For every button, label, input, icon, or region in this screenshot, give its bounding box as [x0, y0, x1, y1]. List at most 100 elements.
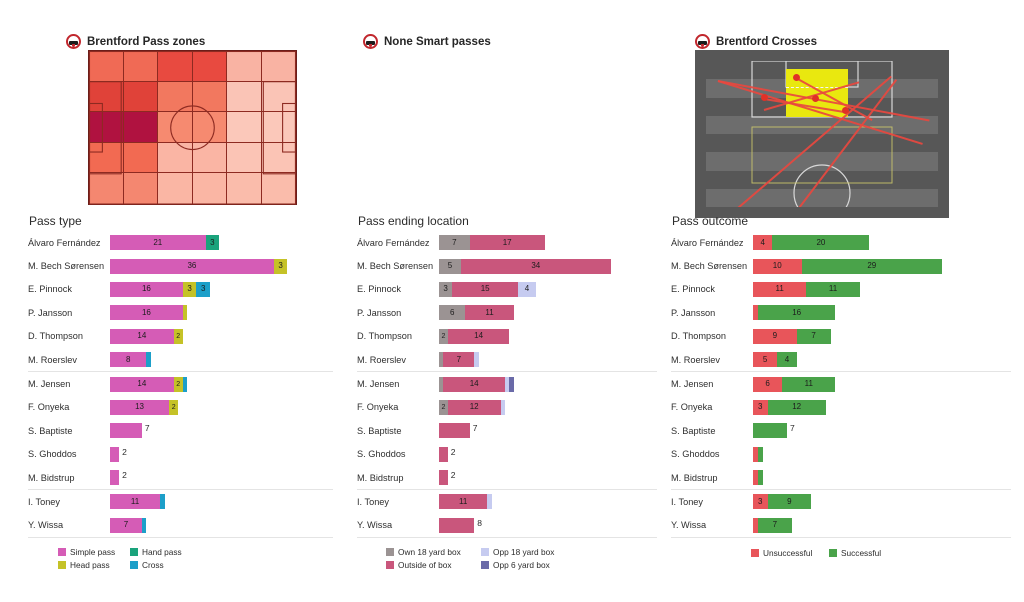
stacked-bar[interactable]: 14 2: [110, 328, 183, 344]
bar-segment[interactable]: [439, 423, 470, 439]
bar-segment[interactable]: [487, 494, 492, 510]
bar-segment[interactable]: 3: [205, 235, 220, 251]
stacked-bar[interactable]: 14 2: [110, 376, 188, 392]
bar-segment[interactable]: [110, 470, 120, 486]
bar-segment[interactable]: [753, 446, 758, 462]
bar-segment[interactable]: [474, 352, 479, 368]
bar-segment[interactable]: 11: [465, 305, 514, 321]
bar-segment[interactable]: 12: [447, 399, 501, 415]
stacked-bar[interactable]: 2: [439, 470, 456, 486]
bar-segment[interactable]: 29: [801, 258, 943, 274]
bar-segment[interactable]: [753, 423, 787, 439]
stacked-bar[interactable]: 16 3 3: [110, 281, 211, 297]
bar-segment[interactable]: [160, 494, 165, 510]
stacked-bar[interactable]: 7: [439, 352, 479, 368]
legend-item[interactable]: Outside of box: [386, 558, 481, 571]
stacked-bar[interactable]: [753, 470, 763, 486]
bar-segment[interactable]: [753, 470, 758, 486]
legend-item[interactable]: Unsuccessful: [751, 546, 829, 559]
stacked-bar[interactable]: 11: [439, 494, 492, 510]
legend-item[interactable]: Hand pass: [130, 545, 210, 558]
bar-segment[interactable]: 14: [110, 328, 174, 344]
bar-segment[interactable]: 7: [796, 328, 831, 344]
stacked-bar[interactable]: 8: [110, 352, 151, 368]
bar-segment[interactable]: 4: [777, 352, 797, 368]
bar-segment[interactable]: [757, 446, 763, 462]
bar-segment[interactable]: 14: [447, 328, 510, 344]
bar-segment[interactable]: 13: [110, 399, 170, 415]
bar-segment[interactable]: 7: [443, 352, 475, 368]
bar-segment[interactable]: 10: [753, 258, 802, 274]
bar-segment[interactable]: 16: [110, 305, 183, 321]
stacked-bar[interactable]: 36 3: [110, 258, 288, 274]
bar-segment[interactable]: [182, 305, 188, 321]
bar-segment[interactable]: 11: [806, 281, 860, 297]
bar-segment[interactable]: 2: [439, 328, 448, 344]
legend-item[interactable]: Cross: [130, 558, 210, 571]
bar-segment[interactable]: 3: [439, 281, 453, 297]
bar-segment[interactable]: [146, 352, 151, 368]
bar-segment[interactable]: [182, 376, 188, 392]
stacked-bar[interactable]: 2 12: [439, 399, 505, 415]
bar-segment[interactable]: 14: [110, 376, 174, 392]
bar-segment[interactable]: [753, 305, 758, 321]
bar-segment[interactable]: 3: [753, 494, 768, 510]
stacked-bar[interactable]: 5 34: [439, 258, 611, 274]
bar-segment[interactable]: 3: [196, 281, 211, 297]
stacked-bar[interactable]: 3 12: [753, 399, 826, 415]
bar-segment[interactable]: 4: [753, 235, 773, 251]
bar-segment[interactable]: 12: [767, 399, 826, 415]
stacked-bar[interactable]: 13 2: [110, 399, 179, 415]
stacked-bar[interactable]: 7: [110, 517, 147, 533]
stacked-bar[interactable]: 21 3: [110, 235, 220, 251]
stacked-bar[interactable]: 16: [110, 305, 188, 321]
stacked-bar[interactable]: 2: [439, 446, 456, 462]
bar-segment[interactable]: 14: [443, 376, 505, 392]
bar-segment[interactable]: [509, 376, 514, 392]
bar-segment[interactable]: 2: [173, 376, 183, 392]
bar-segment[interactable]: 11: [782, 376, 836, 392]
stacked-bar[interactable]: [753, 446, 763, 462]
bar-segment[interactable]: 11: [439, 494, 488, 510]
bar-segment[interactable]: [110, 423, 142, 439]
bar-segment[interactable]: [141, 517, 147, 533]
bar-segment[interactable]: 16: [110, 281, 183, 297]
stacked-bar[interactable]: 4 20: [753, 235, 870, 251]
stacked-bar[interactable]: 11: [110, 494, 165, 510]
bar-segment[interactable]: 8: [110, 352, 147, 368]
bar-segment[interactable]: 2: [439, 399, 448, 415]
bar-segment[interactable]: 7: [439, 235, 470, 251]
bar-segment[interactable]: [500, 399, 505, 415]
bar-segment[interactable]: [504, 376, 510, 392]
bar-segment[interactable]: 9: [753, 328, 797, 344]
bar-segment[interactable]: 34: [461, 258, 611, 274]
bar-segment[interactable]: 17: [469, 235, 545, 251]
stacked-bar[interactable]: 6 11: [753, 376, 836, 392]
bar-segment[interactable]: 5: [753, 352, 778, 368]
bar-segment[interactable]: 20: [772, 235, 870, 251]
legend-item[interactable]: Opp 18 yard box: [481, 545, 581, 558]
stacked-bar[interactable]: 16: [753, 305, 836, 321]
bar-segment[interactable]: 5: [439, 258, 461, 274]
stacked-bar[interactable]: 11 11: [753, 281, 860, 297]
bar-segment[interactable]: 15: [452, 281, 519, 297]
legend-item[interactable]: Head pass: [58, 558, 130, 571]
bar-segment[interactable]: 3: [273, 258, 288, 274]
stacked-bar[interactable]: 7: [439, 423, 478, 439]
bar-segment[interactable]: 7: [757, 517, 792, 533]
bar-segment[interactable]: 36: [110, 258, 274, 274]
stacked-bar[interactable]: 8: [439, 517, 482, 533]
bar-segment[interactable]: 6: [439, 305, 466, 321]
bar-segment[interactable]: 2: [169, 399, 179, 415]
stacked-bar[interactable]: 2 14: [439, 328, 510, 344]
bar-segment[interactable]: 16: [757, 305, 836, 321]
bar-segment[interactable]: [439, 352, 444, 368]
stacked-bar[interactable]: 2: [110, 470, 127, 486]
legend-item[interactable]: Own 18 yard box: [386, 545, 481, 558]
stacked-bar[interactable]: 10 29: [753, 258, 943, 274]
bar-segment[interactable]: 9: [767, 494, 812, 510]
bar-segment[interactable]: [110, 446, 120, 462]
